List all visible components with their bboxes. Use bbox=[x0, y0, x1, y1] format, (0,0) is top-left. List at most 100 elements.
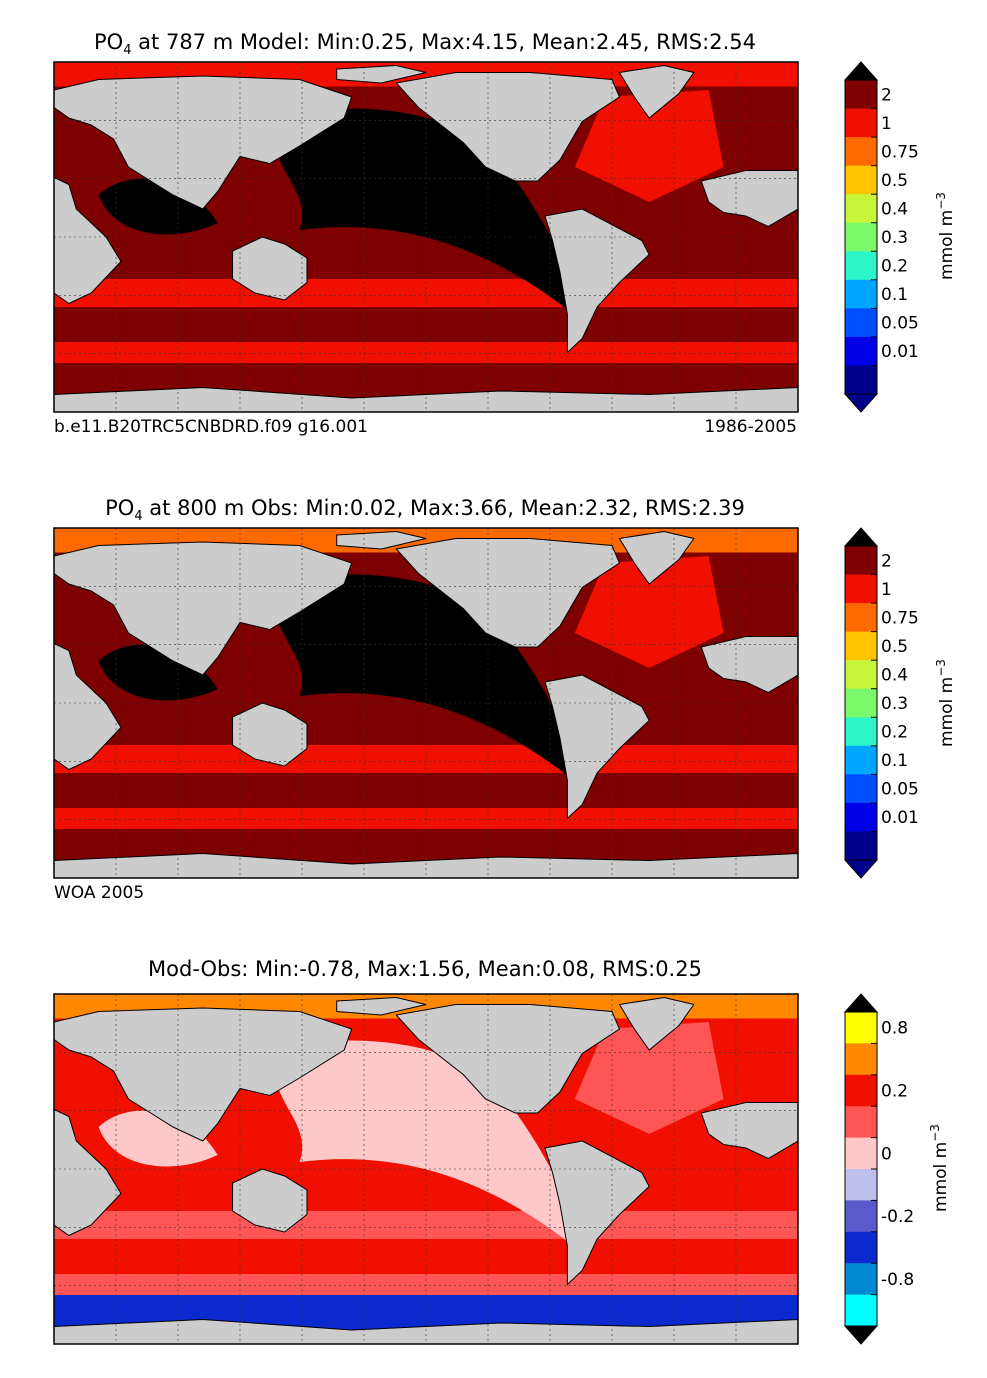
colorbar-segment bbox=[845, 1074, 877, 1107]
colorbar-tick-label: 0.2 bbox=[881, 723, 908, 743]
colorbar-tick-label: 0.75 bbox=[881, 142, 919, 162]
land-greenland bbox=[618, 996, 695, 1051]
map-frame bbox=[53, 527, 799, 879]
colorbar-segment bbox=[845, 1231, 877, 1264]
panel-title: PO4 at 787 m Model: Min:0.25, Max:4.15, … bbox=[94, 30, 756, 58]
land-north-america bbox=[395, 1004, 621, 1114]
colorbar-segment bbox=[845, 1106, 877, 1139]
colorbar-tick-label: 0.3 bbox=[881, 694, 908, 714]
colorbar-segment bbox=[845, 194, 877, 224]
colorbar-tick-label: 2 bbox=[881, 551, 892, 571]
map-layers bbox=[54, 994, 798, 1344]
colorbar-segment bbox=[845, 1169, 877, 1201]
colorbar-extend-low bbox=[843, 393, 879, 413]
colorbar-tick-label: 2 bbox=[881, 85, 892, 105]
colorbar-segment bbox=[845, 251, 877, 281]
colorbar-segment bbox=[845, 688, 877, 718]
map-plot bbox=[53, 527, 799, 879]
land-africa-east bbox=[700, 1102, 798, 1160]
field-pacific-core bbox=[274, 1040, 583, 1253]
land-north-america bbox=[395, 538, 621, 648]
colorbar-tick-label: 0.5 bbox=[881, 637, 908, 657]
colorbar-segment bbox=[845, 660, 877, 690]
land-europe-asia bbox=[54, 541, 353, 676]
colorbar-tick-label: 0.05 bbox=[881, 780, 919, 800]
colorbar-segment bbox=[845, 603, 877, 633]
panel-model: PO4 at 787 m Model: Min:0.25, Max:4.15, … bbox=[53, 30, 957, 437]
land-south-america bbox=[544, 208, 650, 354]
map-plot bbox=[53, 61, 799, 413]
colorbar-extend-high bbox=[843, 993, 879, 1013]
land-africa-east bbox=[700, 636, 798, 694]
colorbar-tick-label: 0.4 bbox=[881, 199, 908, 219]
colorbar-tick-label: 0.75 bbox=[881, 608, 919, 628]
colorbar-segment bbox=[845, 308, 877, 338]
colorbar-segment bbox=[845, 1012, 877, 1044]
colorbar: 0.8 0.2 0 -0.2 -0.8 bbox=[843, 993, 914, 1345]
field-band bbox=[54, 314, 798, 335]
colorbar-tick-label: 0.1 bbox=[881, 751, 908, 771]
colorbar-tick-label: 0.5 bbox=[881, 171, 908, 191]
colorbar-label: mmol m−3 bbox=[934, 659, 957, 747]
caption-left: WOA 2005 bbox=[54, 883, 144, 903]
colorbar-segment bbox=[845, 137, 877, 167]
caption-left: b.e11.B20TRC5CNBDRD.f09 g16.001 bbox=[54, 417, 368, 437]
colorbar-tick-label: -0.8 bbox=[881, 1270, 914, 1290]
field-pacific-core bbox=[274, 108, 583, 321]
colorbar-frame bbox=[844, 545, 878, 861]
colorbar-segment bbox=[845, 574, 877, 604]
colorbar-segment bbox=[845, 1294, 877, 1327]
colorbar-tick-label: 0.2 bbox=[881, 257, 908, 277]
colorbar-segment bbox=[845, 1043, 877, 1076]
colorbar-segment bbox=[845, 1200, 877, 1233]
map-frame bbox=[53, 993, 799, 1345]
land-greenland bbox=[618, 64, 695, 119]
colorbar-extend-low bbox=[843, 1325, 879, 1345]
panel-title: PO4 at 800 m Obs: Min:0.02, Max:3.66, Me… bbox=[105, 496, 745, 524]
colorbar-extend-low bbox=[843, 859, 879, 879]
colorbar: 2 1 0.75 0.5 0.4 0.3 0.2 0.1 0.05 0.01 bbox=[843, 61, 919, 413]
map-frame bbox=[53, 61, 799, 413]
colorbar-extend-high bbox=[843, 527, 879, 547]
panel-title: Mod-Obs: Min:-0.78, Max:1.56, Mean:0.08,… bbox=[148, 957, 702, 981]
colorbar-tick-label: 0 bbox=[881, 1144, 892, 1164]
colorbar-tick-label: 1 bbox=[881, 114, 892, 134]
panel-difference: Mod-Obs: Min:-0.78, Max:1.56, Mean:0.08,… bbox=[53, 957, 951, 1345]
colorbar-tick-label: 0.3 bbox=[881, 228, 908, 248]
colorbar-segment bbox=[845, 831, 877, 861]
colorbar-segment bbox=[845, 1263, 877, 1296]
colorbar-tick-label: 0.4 bbox=[881, 665, 908, 685]
colorbar-extend-high bbox=[843, 61, 879, 81]
colorbar-segment bbox=[845, 774, 877, 804]
colorbar-segment bbox=[845, 365, 877, 395]
colorbar: 2 1 0.75 0.5 0.4 0.3 0.2 0.1 0.05 0.01 bbox=[843, 527, 919, 879]
colorbar-tick-label: -0.2 bbox=[881, 1207, 914, 1227]
map-layers bbox=[54, 62, 798, 412]
land-africa bbox=[54, 642, 122, 771]
colorbar-segment bbox=[845, 336, 877, 366]
land-europe-asia bbox=[54, 1007, 353, 1142]
colorbar-tick-label: 0.01 bbox=[881, 342, 919, 362]
land-south-america bbox=[544, 674, 650, 820]
land-greenland bbox=[618, 530, 695, 585]
land-europe-asia bbox=[54, 75, 353, 210]
land-north-america bbox=[395, 72, 621, 182]
panel-obs: PO4 at 800 m Obs: Min:0.02, Max:3.66, Me… bbox=[53, 496, 957, 903]
map-plot bbox=[53, 993, 799, 1345]
colorbar-segment bbox=[845, 165, 877, 195]
colorbar-segment bbox=[845, 279, 877, 309]
land-arctic-islands bbox=[336, 64, 427, 84]
land-africa-east bbox=[700, 170, 798, 228]
colorbar-tick-label: 0.05 bbox=[881, 314, 919, 334]
colorbar-label: mmol m−3 bbox=[928, 1124, 951, 1212]
colorbar-segment bbox=[845, 108, 877, 138]
colorbar-frame bbox=[844, 79, 878, 395]
field-pacific-core bbox=[274, 574, 583, 787]
field-band bbox=[54, 780, 798, 801]
land-arctic-islands bbox=[336, 530, 427, 550]
colorbar-segment bbox=[845, 546, 877, 576]
field-band bbox=[54, 1246, 798, 1267]
colorbar-segment bbox=[845, 745, 877, 775]
land-south-america bbox=[544, 1140, 650, 1286]
